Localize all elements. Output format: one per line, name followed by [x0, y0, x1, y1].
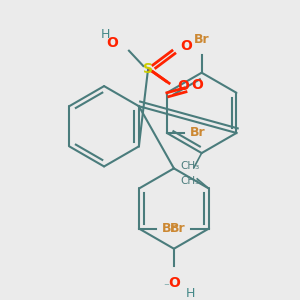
Text: Br: Br: [190, 127, 206, 140]
Text: Br: Br: [170, 222, 186, 235]
Text: H: H: [100, 28, 110, 41]
Text: O: O: [178, 79, 190, 93]
Text: CH₃: CH₃: [181, 176, 200, 186]
Text: CH₃: CH₃: [180, 161, 199, 171]
Text: S: S: [143, 62, 153, 76]
Text: O: O: [192, 78, 204, 92]
Text: Br: Br: [194, 33, 209, 46]
Text: ⁻: ⁻: [163, 282, 169, 292]
Text: O: O: [106, 36, 119, 50]
Text: H: H: [185, 287, 195, 300]
Text: O: O: [168, 275, 180, 290]
Text: Br: Br: [162, 222, 178, 235]
Text: O: O: [181, 39, 193, 53]
